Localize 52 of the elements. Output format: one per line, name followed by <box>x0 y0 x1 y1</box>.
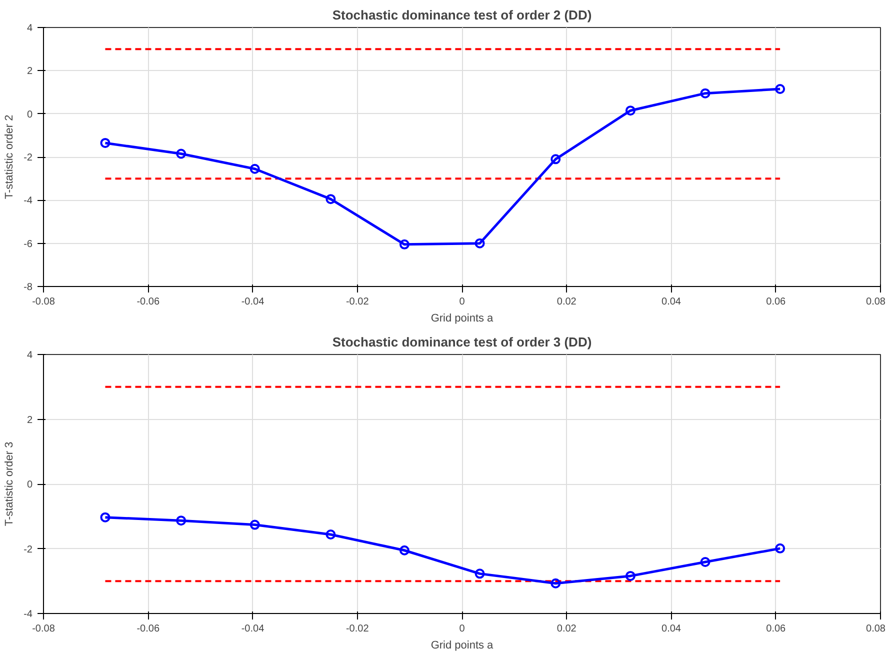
x-axis-title: Grid points a <box>430 640 494 652</box>
x-tick-label: 0.04 <box>662 624 682 634</box>
point <box>700 88 710 98</box>
point <box>474 568 485 579</box>
y-tick-label: 2 <box>26 414 33 426</box>
x-tick-label: 0.06 <box>766 296 786 308</box>
chart-title: Stochastic dominance test of order 3 (DD) <box>332 334 592 350</box>
point <box>399 545 410 556</box>
x-tick-label: -0.06 <box>136 624 160 634</box>
point <box>250 520 260 530</box>
point <box>550 578 561 588</box>
x-tick-label: 0.02 <box>556 624 577 634</box>
x-tick-label: 0.06 <box>766 624 786 634</box>
point <box>625 106 636 116</box>
x-tick-label: 0.08 <box>866 624 886 634</box>
y-tick-label: 2 <box>26 66 33 78</box>
y-tick-label: 4 <box>26 23 33 34</box>
y-tick-label: -2 <box>24 544 33 556</box>
point <box>176 516 186 526</box>
x-tick-label: -0.08 <box>32 624 56 634</box>
x-tick-label: -0.04 <box>241 624 265 634</box>
y-tick-label: 4 <box>26 350 33 361</box>
y-tick-label: -6 <box>24 238 33 250</box>
x-tick-label: 0.08 <box>866 296 886 308</box>
x-tick-label: -0.06 <box>136 296 160 308</box>
point <box>625 570 636 581</box>
x-axis-title: Grid points a <box>430 312 494 324</box>
y-tick-label: -4 <box>24 609 33 620</box>
chart-title: Stochastic dominance test of order 2 (DD) <box>332 8 592 22</box>
x-tick-label: -0.08 <box>32 296 56 308</box>
y-tick-label: 0 <box>26 480 33 490</box>
x-tick-label: 0 <box>459 296 466 308</box>
y-tick-label: -4 <box>24 196 33 207</box>
y-axis-title: T-statistic order 2 <box>4 114 16 200</box>
x-tick-label: 0.02 <box>556 296 577 308</box>
y-tick-label: -2 <box>24 152 33 164</box>
x-tick-label: 0.04 <box>662 296 682 308</box>
point <box>550 154 561 164</box>
y-axis-title: T-statistic order 3 <box>4 442 16 526</box>
point <box>399 239 410 250</box>
point <box>700 557 710 568</box>
point <box>250 164 260 174</box>
point <box>474 238 485 248</box>
point <box>326 194 336 204</box>
point <box>176 148 186 159</box>
x-tick-label: 0 <box>459 624 466 634</box>
point <box>326 530 336 540</box>
x-tick-label: -0.02 <box>346 296 370 308</box>
x-tick-label: -0.04 <box>241 296 265 308</box>
y-tick-label: -8 <box>24 282 33 293</box>
x-tick-label: -0.02 <box>346 624 370 634</box>
y-tick-label: 0 <box>26 109 33 120</box>
